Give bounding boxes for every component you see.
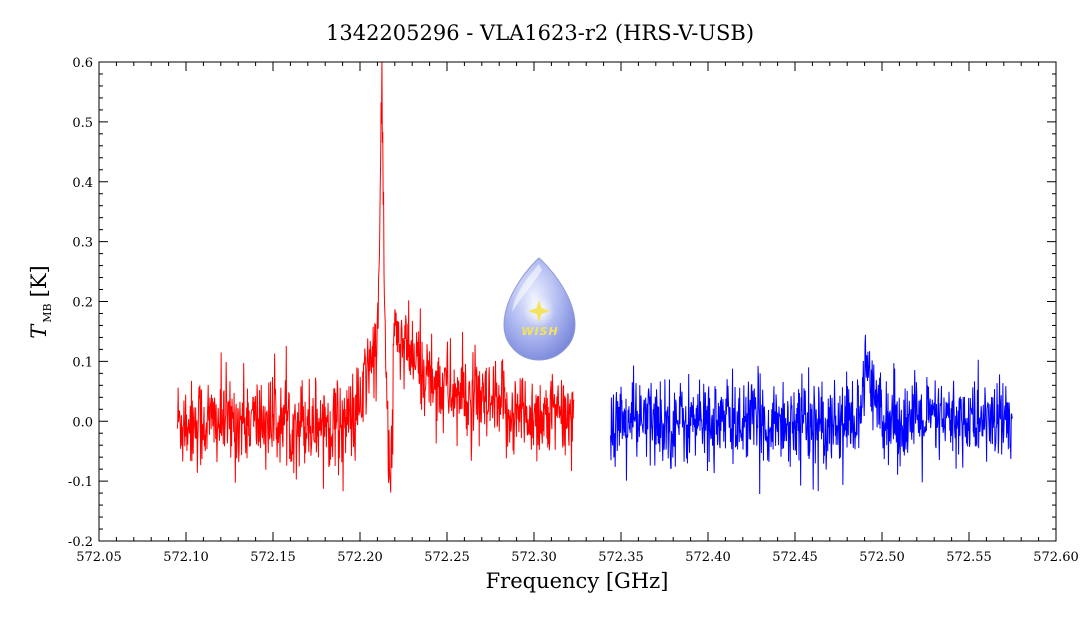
x-tick-label: 572.45: [772, 550, 818, 565]
y-tick-label: 0.3: [72, 236, 93, 251]
x-tick-label: 572.55: [946, 550, 992, 565]
x-tick-label: 572.35: [598, 550, 644, 565]
y-axis-subscript: MB: [41, 303, 54, 322]
y-tick-label: 0.0: [72, 415, 93, 430]
x-tick-label: 572.05: [76, 550, 122, 565]
y-axis-symbol: T: [27, 323, 51, 339]
axis-ticks: [98, 61, 1057, 542]
x-tick-label: 572.10: [163, 550, 209, 565]
x-tick-label: 572.30: [511, 550, 557, 565]
y-tick-label: 0.1: [72, 355, 93, 370]
x-tick-label: 572.60: [1033, 550, 1079, 565]
star-icon: [528, 300, 550, 322]
x-tick-labels: 572.05 572.10 572.15 572.20 572.25 572.30 572.…: [76, 550, 1079, 565]
x-tick-label: 572.25: [424, 550, 470, 565]
chart-title: 1342205296 - VLA1623-r2 (HRS-V-USB): [326, 21, 754, 45]
y-tick-labels: -0.2 -0.1 0.0 0.1 0.2 0.3 0.4 0.5 0.6: [68, 56, 93, 550]
y-tick-label: 0.2: [72, 296, 93, 311]
series-blue-line: [610, 334, 1013, 495]
plot-frame: [98, 61, 1057, 542]
y-tick-label: 0.4: [72, 176, 93, 191]
y-tick-label: 0.6: [72, 56, 93, 71]
y-axis-unit: [K]: [27, 265, 51, 297]
svg-text:TMB[K]: TMB [K]: [27, 265, 54, 338]
logo-text: WISH: [521, 325, 558, 338]
x-axis-label: Frequency [GHz]: [486, 569, 669, 593]
x-tick-label: 572.40: [685, 550, 731, 565]
y-tick-label: -0.2: [68, 535, 93, 550]
wish-logo: WISH: [503, 257, 576, 361]
x-tick-label: 572.15: [250, 550, 296, 565]
y-tick-label: -0.1: [68, 475, 93, 490]
x-tick-label: 572.50: [859, 550, 905, 565]
drop-highlight: [512, 264, 542, 312]
y-axis-label: TMB [K]: [27, 265, 54, 338]
series-red-line: [176, 62, 575, 493]
y-tick-label: 0.5: [72, 116, 93, 131]
plot-area: [176, 62, 1013, 495]
x-tick-label: 572.20: [337, 550, 383, 565]
